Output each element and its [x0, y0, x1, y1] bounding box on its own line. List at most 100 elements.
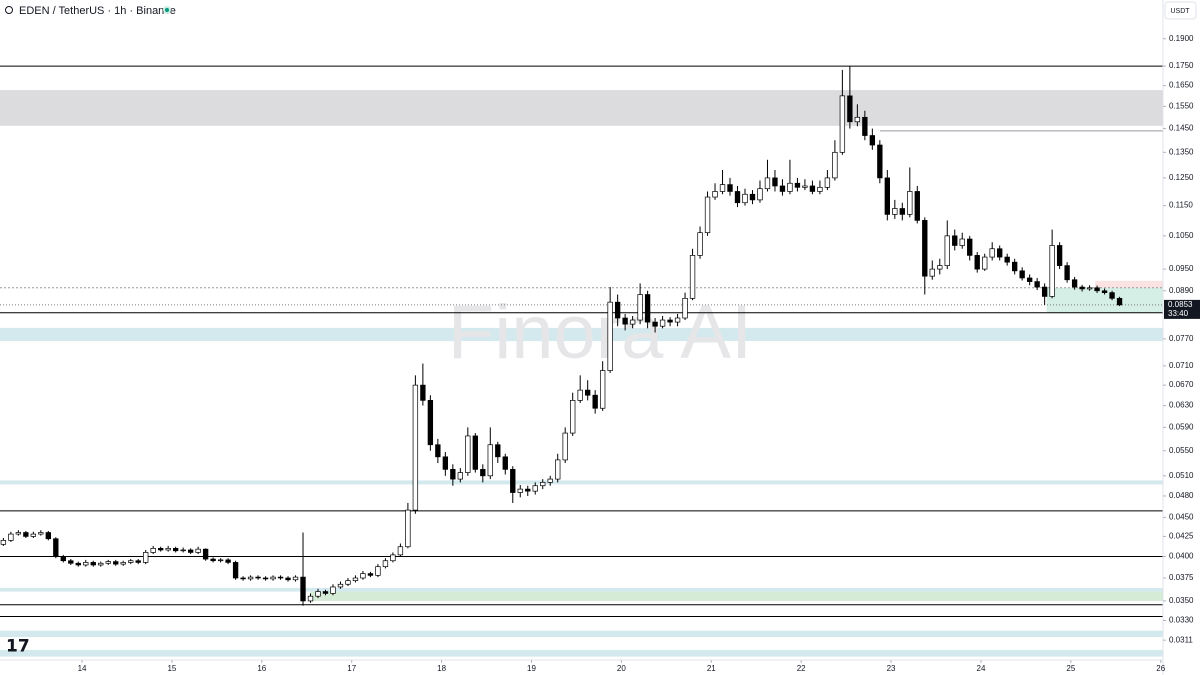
candle-body	[113, 561, 119, 565]
candle-body	[405, 509, 411, 548]
zone	[1095, 280, 1163, 288]
candle-body	[644, 294, 651, 323]
zone	[0, 327, 1163, 342]
candle-body	[1071, 279, 1078, 288]
candle-body	[480, 469, 486, 477]
candle-body	[397, 546, 404, 556]
candle-body	[337, 583, 344, 588]
y-tick-label: 0.0350	[1169, 596, 1194, 605]
y-tick-label: 0.0480	[1169, 491, 1194, 500]
candle-body	[45, 532, 51, 540]
x-tick-label: 17	[347, 664, 356, 673]
y-tick-label: 0.0590	[1169, 423, 1194, 432]
candle-body	[892, 208, 898, 215]
candle-body	[929, 268, 935, 277]
candle-body	[1094, 287, 1100, 292]
candle-body	[525, 488, 531, 492]
candle-body	[60, 556, 66, 562]
candle-body	[210, 558, 216, 562]
candle-body	[1079, 286, 1085, 290]
candle-body	[375, 566, 381, 576]
candle-body	[135, 560, 141, 563]
candle-body	[225, 559, 231, 563]
y-tick-label: 0.0950	[1169, 264, 1194, 273]
candle-body	[360, 573, 366, 579]
candle-body	[884, 177, 890, 215]
x-tick-label: 21	[707, 664, 716, 673]
candle-body	[435, 444, 441, 458]
y-tick-label: 0.0630	[1169, 401, 1194, 410]
candle-body	[300, 576, 306, 602]
candle-body	[1086, 287, 1093, 290]
candle-body	[997, 248, 1003, 258]
candle-body	[53, 538, 59, 557]
candle-body	[989, 248, 995, 258]
chart-title[interactable]: EDEN / TetherUS · 1h · Binance	[19, 5, 176, 17]
currency[interactable]: USDT	[1170, 8, 1190, 15]
candle-body	[809, 185, 816, 192]
candle-body	[1116, 297, 1123, 306]
zone	[0, 587, 1163, 592]
candles	[0, 66, 1123, 606]
candle-body	[465, 435, 471, 473]
symbol-icon[interactable]	[5, 6, 13, 14]
tv-logo[interactable]: 𝟭𝟳	[6, 636, 30, 655]
candle-body	[742, 193, 748, 204]
candle-body	[982, 256, 988, 270]
candle-body	[23, 532, 29, 537]
candle-body	[629, 319, 636, 325]
candle-body	[307, 595, 314, 602]
candle-body	[667, 319, 673, 323]
candle-body	[952, 235, 958, 246]
y-tick-label: 0.1750	[1169, 61, 1194, 70]
candle-body	[322, 591, 329, 594]
y-tick-label: 0.0311	[1169, 635, 1193, 644]
candle-body	[98, 562, 104, 566]
candle-body	[1101, 290, 1108, 294]
candle-body	[255, 576, 261, 579]
y-tick-label: 0.0330	[1169, 616, 1194, 625]
candle-body	[764, 177, 771, 190]
candle-body	[1012, 261, 1018, 272]
y-tick-label: 0.0670	[1169, 380, 1194, 389]
candle-body	[457, 472, 464, 480]
candle-body	[734, 191, 741, 204]
candle-body	[854, 116, 861, 123]
candle-body	[232, 562, 239, 579]
y-tick-label: 0.0710	[1169, 361, 1194, 370]
candle-body	[202, 548, 209, 560]
x-tick-label: 15	[167, 664, 176, 673]
zones	[0, 90, 1163, 657]
y-tick-label: 0.1050	[1169, 231, 1194, 240]
y-tick-label: 0.1350	[1169, 147, 1194, 156]
candle-body	[659, 319, 666, 327]
candle-body	[907, 191, 913, 215]
candle-body	[1026, 277, 1033, 282]
x-tick-label: 23	[887, 664, 896, 673]
zone	[0, 480, 1163, 485]
candle-body	[585, 389, 591, 396]
candle-body	[532, 485, 538, 492]
candle-body	[704, 196, 711, 234]
candle-body	[270, 576, 276, 580]
candle-body	[68, 560, 74, 564]
candle-body	[614, 301, 621, 319]
x-tick-label: 26	[1156, 664, 1165, 673]
candle-body	[450, 469, 456, 480]
candle-body	[315, 591, 321, 597]
candle-body	[495, 444, 501, 458]
candle-body	[128, 560, 134, 563]
x-tick-label: 14	[78, 664, 87, 673]
candle-body	[1034, 281, 1040, 288]
candle-body	[352, 577, 359, 582]
currency-button[interactable]	[1164, 1, 1197, 20]
x-tick-label: 20	[617, 664, 626, 673]
candle-body	[757, 188, 763, 201]
candle-body	[689, 255, 696, 299]
candle-body	[150, 547, 156, 553]
candle-body	[577, 389, 583, 401]
candle-body	[247, 576, 254, 580]
candle-body	[277, 576, 284, 579]
candle-body	[682, 297, 688, 319]
candle-body	[914, 191, 920, 221]
